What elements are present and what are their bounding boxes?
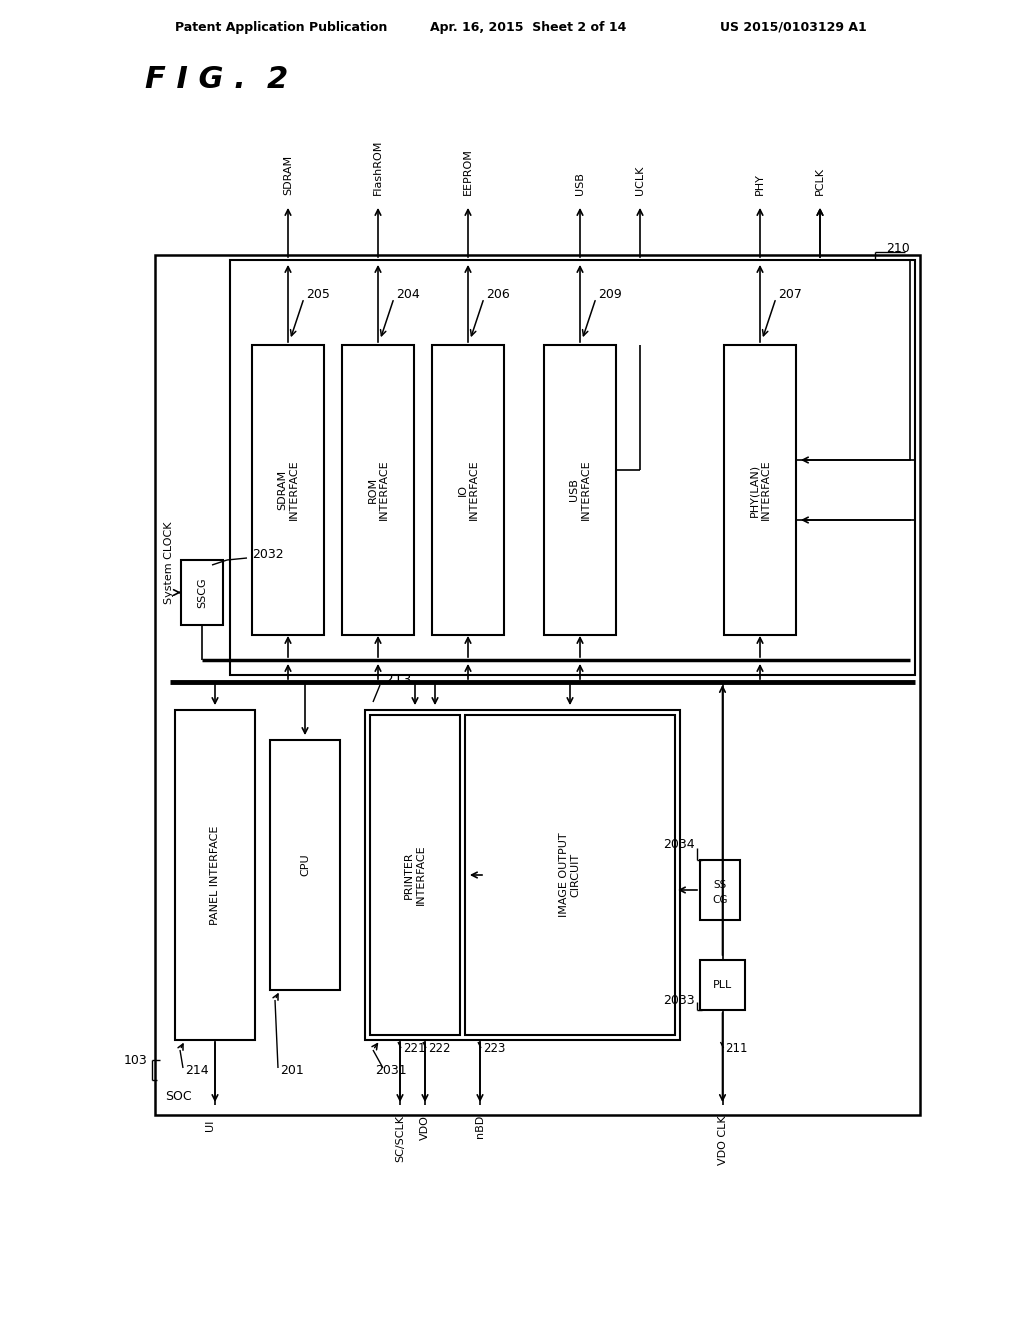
Text: ROM: ROM: [368, 477, 378, 503]
Text: 207: 207: [778, 289, 802, 301]
Bar: [465, 715, 675, 1035]
Text: 223: 223: [483, 1041, 506, 1055]
Text: SDRAM: SDRAM: [278, 470, 288, 510]
Text: 2033: 2033: [664, 994, 695, 1006]
Bar: [432, 345, 504, 635]
Text: SSCG: SSCG: [197, 577, 207, 607]
Text: 201: 201: [280, 1064, 304, 1077]
Text: 221: 221: [403, 1041, 426, 1055]
Text: SOC: SOC: [165, 1090, 191, 1104]
Text: 103: 103: [123, 1053, 147, 1067]
Bar: [155, 255, 920, 1115]
Text: nBD: nBD: [475, 1115, 485, 1138]
Text: Patent Application Publication: Patent Application Publication: [175, 21, 387, 33]
Text: IO: IO: [458, 484, 468, 496]
Text: PCLK: PCLK: [815, 168, 825, 195]
Bar: [270, 741, 340, 990]
Text: CG: CG: [713, 895, 728, 906]
Text: PLL: PLL: [713, 979, 732, 990]
Text: 214: 214: [185, 1064, 209, 1077]
Text: 2032: 2032: [252, 549, 284, 561]
Text: IMAGE OUTPUT
CIRCUIT: IMAGE OUTPUT CIRCUIT: [559, 833, 581, 917]
Text: INTERFACE: INTERFACE: [379, 459, 388, 520]
Text: 222: 222: [428, 1041, 451, 1055]
Text: 209: 209: [598, 289, 622, 301]
Text: SS: SS: [714, 880, 727, 890]
Text: Apr. 16, 2015  Sheet 2 of 14: Apr. 16, 2015 Sheet 2 of 14: [430, 21, 627, 33]
Text: INTERFACE: INTERFACE: [761, 459, 770, 520]
Bar: [724, 345, 796, 635]
Text: VDO CLK: VDO CLK: [718, 1115, 727, 1164]
Text: 213: 213: [385, 673, 412, 686]
Text: 2031: 2031: [375, 1064, 407, 1077]
Text: F I G .  2: F I G . 2: [145, 66, 288, 95]
Bar: [230, 260, 915, 675]
Bar: [700, 861, 740, 920]
Text: SC/SCLK: SC/SCLK: [395, 1115, 406, 1162]
Text: 205: 205: [306, 289, 330, 301]
Text: 2034: 2034: [664, 838, 695, 851]
Bar: [175, 710, 255, 1040]
Text: USB: USB: [569, 479, 580, 502]
Text: EEPROM: EEPROM: [463, 148, 473, 195]
Bar: [700, 960, 745, 1010]
Text: FlashROM: FlashROM: [373, 140, 383, 195]
Text: SDRAM: SDRAM: [283, 154, 293, 195]
Text: PANEL INTERFACE: PANEL INTERFACE: [210, 825, 220, 925]
Text: 204: 204: [396, 289, 420, 301]
Bar: [370, 715, 460, 1035]
Text: System CLOCK: System CLOCK: [164, 521, 174, 603]
Text: INTERFACE: INTERFACE: [289, 459, 299, 520]
Text: PHY(LAN): PHY(LAN): [750, 463, 760, 516]
Bar: [181, 560, 223, 624]
Text: 210: 210: [886, 242, 910, 255]
Text: 206: 206: [486, 289, 510, 301]
Text: VDO: VDO: [420, 1115, 430, 1140]
Text: UCLK: UCLK: [635, 165, 645, 195]
Text: PHY: PHY: [755, 173, 765, 195]
Text: UI: UI: [205, 1119, 215, 1131]
Text: PRINTER
INTERFACE: PRINTER INTERFACE: [404, 845, 426, 906]
Bar: [365, 710, 680, 1040]
Bar: [544, 345, 616, 635]
Text: USB: USB: [575, 172, 585, 195]
Text: INTERFACE: INTERFACE: [469, 459, 478, 520]
Text: 211: 211: [725, 1041, 748, 1055]
Bar: [342, 345, 414, 635]
Text: INTERFACE: INTERFACE: [581, 459, 591, 520]
Bar: [252, 345, 324, 635]
Text: US 2015/0103129 A1: US 2015/0103129 A1: [720, 21, 866, 33]
Text: CPU: CPU: [300, 854, 310, 876]
